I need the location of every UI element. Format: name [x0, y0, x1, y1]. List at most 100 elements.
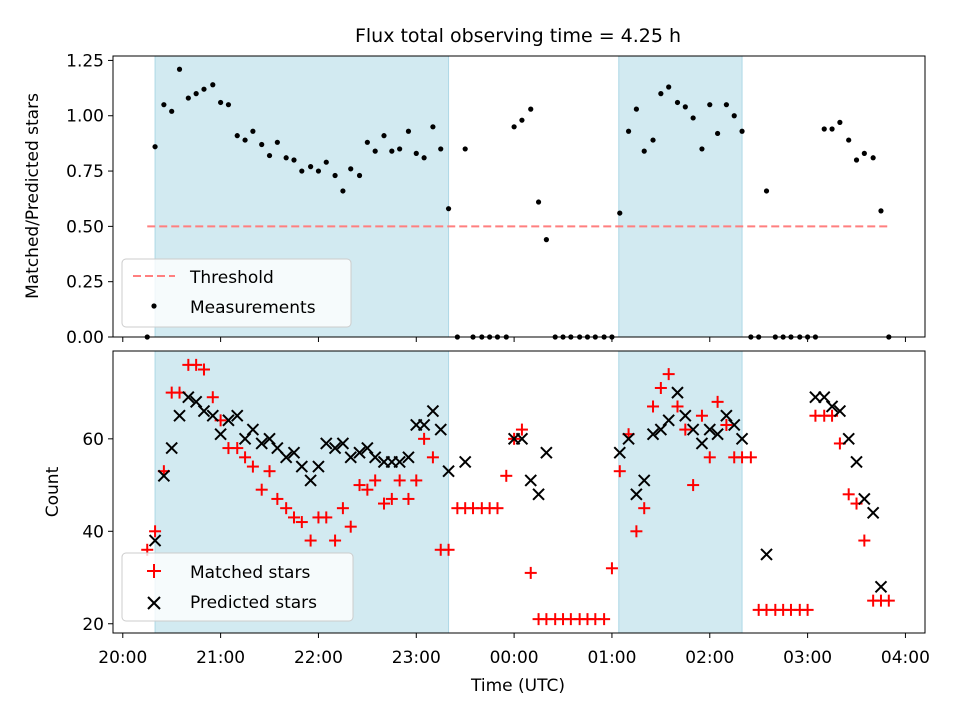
matched-star-point [418, 432, 431, 445]
matched-star-point [246, 460, 259, 473]
predicted-star-point [206, 409, 219, 422]
matched-star-point [393, 474, 406, 487]
measurement-point [723, 102, 730, 108]
predicted-star-point [238, 432, 252, 446]
matched-star-point [206, 391, 219, 404]
predicted-star-point [353, 446, 366, 459]
predicted-star-point [858, 492, 871, 506]
matched-star-point [377, 497, 390, 510]
predicted-star-point [434, 423, 447, 436]
measurement-point [519, 117, 525, 123]
measurement-point [861, 150, 867, 156]
matched-star-point [679, 423, 692, 436]
predicted-star-point [809, 391, 822, 404]
measurement-point [308, 164, 314, 170]
predicted-legend-marker [147, 596, 161, 610]
matched-star-point [703, 451, 716, 464]
matched-star-point [239, 451, 252, 464]
measurement-point [462, 146, 468, 152]
measurement-point [682, 104, 688, 110]
measurement-point [389, 148, 395, 154]
bottom-legend-box [121, 552, 354, 622]
predicted-star-point [304, 474, 317, 487]
matched-star-point [801, 603, 814, 616]
measurement-point [397, 146, 403, 152]
top-axes-frame [112, 55, 926, 338]
measurements-legend-label: Measurements [190, 298, 316, 318]
predicted-star-point [622, 432, 635, 446]
predicted-star-point [344, 451, 357, 464]
matched-star-point [320, 511, 333, 524]
predicted-star-point [263, 432, 276, 446]
measurement-point [234, 133, 240, 139]
predicted-star-point [189, 395, 203, 409]
x-tick-label: 20:00 [98, 648, 147, 668]
predicted-star-point [540, 446, 553, 459]
matched-star-point [369, 474, 382, 487]
matched-star-point [287, 511, 300, 524]
matched-star-point [744, 451, 757, 464]
matched-star-point [500, 469, 513, 482]
predicted-star-point [818, 391, 831, 404]
matched-star-point [442, 543, 455, 556]
predicted-star-point [361, 441, 374, 455]
top-legend-box [121, 258, 352, 328]
measurements-legend-marker [151, 303, 157, 309]
x-tick-label: 21:00 [196, 648, 245, 668]
measurement-point [837, 119, 843, 125]
predicted-star-point [231, 409, 244, 422]
measurement-point [283, 155, 289, 161]
matched-star-point [344, 520, 357, 533]
matched-star-point [295, 516, 308, 529]
measurement-point [699, 146, 705, 152]
predicted-star-point [295, 460, 309, 473]
predicted-legend-label: Predicted stars [190, 593, 317, 613]
predicted-star-point [417, 418, 431, 432]
x-tick-label: 02:00 [685, 648, 734, 668]
measurement-point [674, 99, 681, 106]
top-y-ticks: 0.00 0.25 0.50 0.75 1.00 1.25 [66, 51, 113, 348]
matched-legend-label: Matched stars [190, 563, 310, 583]
matched-star-point [654, 381, 667, 394]
predicted-star-point [328, 441, 342, 455]
matched-star-point [353, 479, 366, 492]
measurement-point [364, 139, 370, 145]
measurement-point [445, 206, 452, 212]
measurement-point [535, 199, 542, 205]
measurement-point [274, 139, 280, 145]
matched-star-point [515, 423, 528, 436]
measurement-point [846, 137, 852, 143]
matched-star-point [280, 502, 293, 515]
predicted-star-point [638, 474, 651, 487]
matched-star-point [361, 483, 374, 496]
measurement-point [176, 66, 183, 72]
matched-stars-series [141, 358, 895, 626]
measurement-point [161, 102, 167, 108]
matched-star-point [271, 492, 284, 505]
predicted-star-point [671, 386, 684, 399]
x-tick-label: 04:00 [881, 648, 930, 668]
measurement-point [438, 146, 444, 152]
matched-star-point [882, 594, 895, 607]
matched-star-point [662, 368, 675, 381]
measurement-point [625, 128, 632, 134]
bottom-x-ticks: 20:00 21:00 22:00 23:00 00:00 01:00 02:00 03:00… [98, 633, 930, 668]
top-y-tick-label: 0.00 [66, 328, 104, 348]
predicted-star-point [524, 474, 537, 487]
measurement-point [218, 99, 224, 106]
predicted-star-point [613, 446, 626, 459]
predicted-star-point [279, 451, 293, 464]
matched-star-point [426, 451, 439, 464]
predicted-star-point [695, 437, 709, 450]
bottom-y-ticks: 20 40 60 [82, 430, 113, 635]
predicted-star-point [711, 428, 724, 441]
measurement-point [829, 126, 835, 132]
measurement-point [543, 237, 549, 243]
predicted-star-point [182, 391, 195, 404]
matched-star-point [720, 418, 733, 431]
measurement-point [870, 155, 876, 161]
measurement-point [169, 108, 175, 114]
x-tick-label: 01:00 [587, 648, 636, 668]
measurement-point [315, 168, 322, 174]
measurement-point [356, 172, 363, 179]
